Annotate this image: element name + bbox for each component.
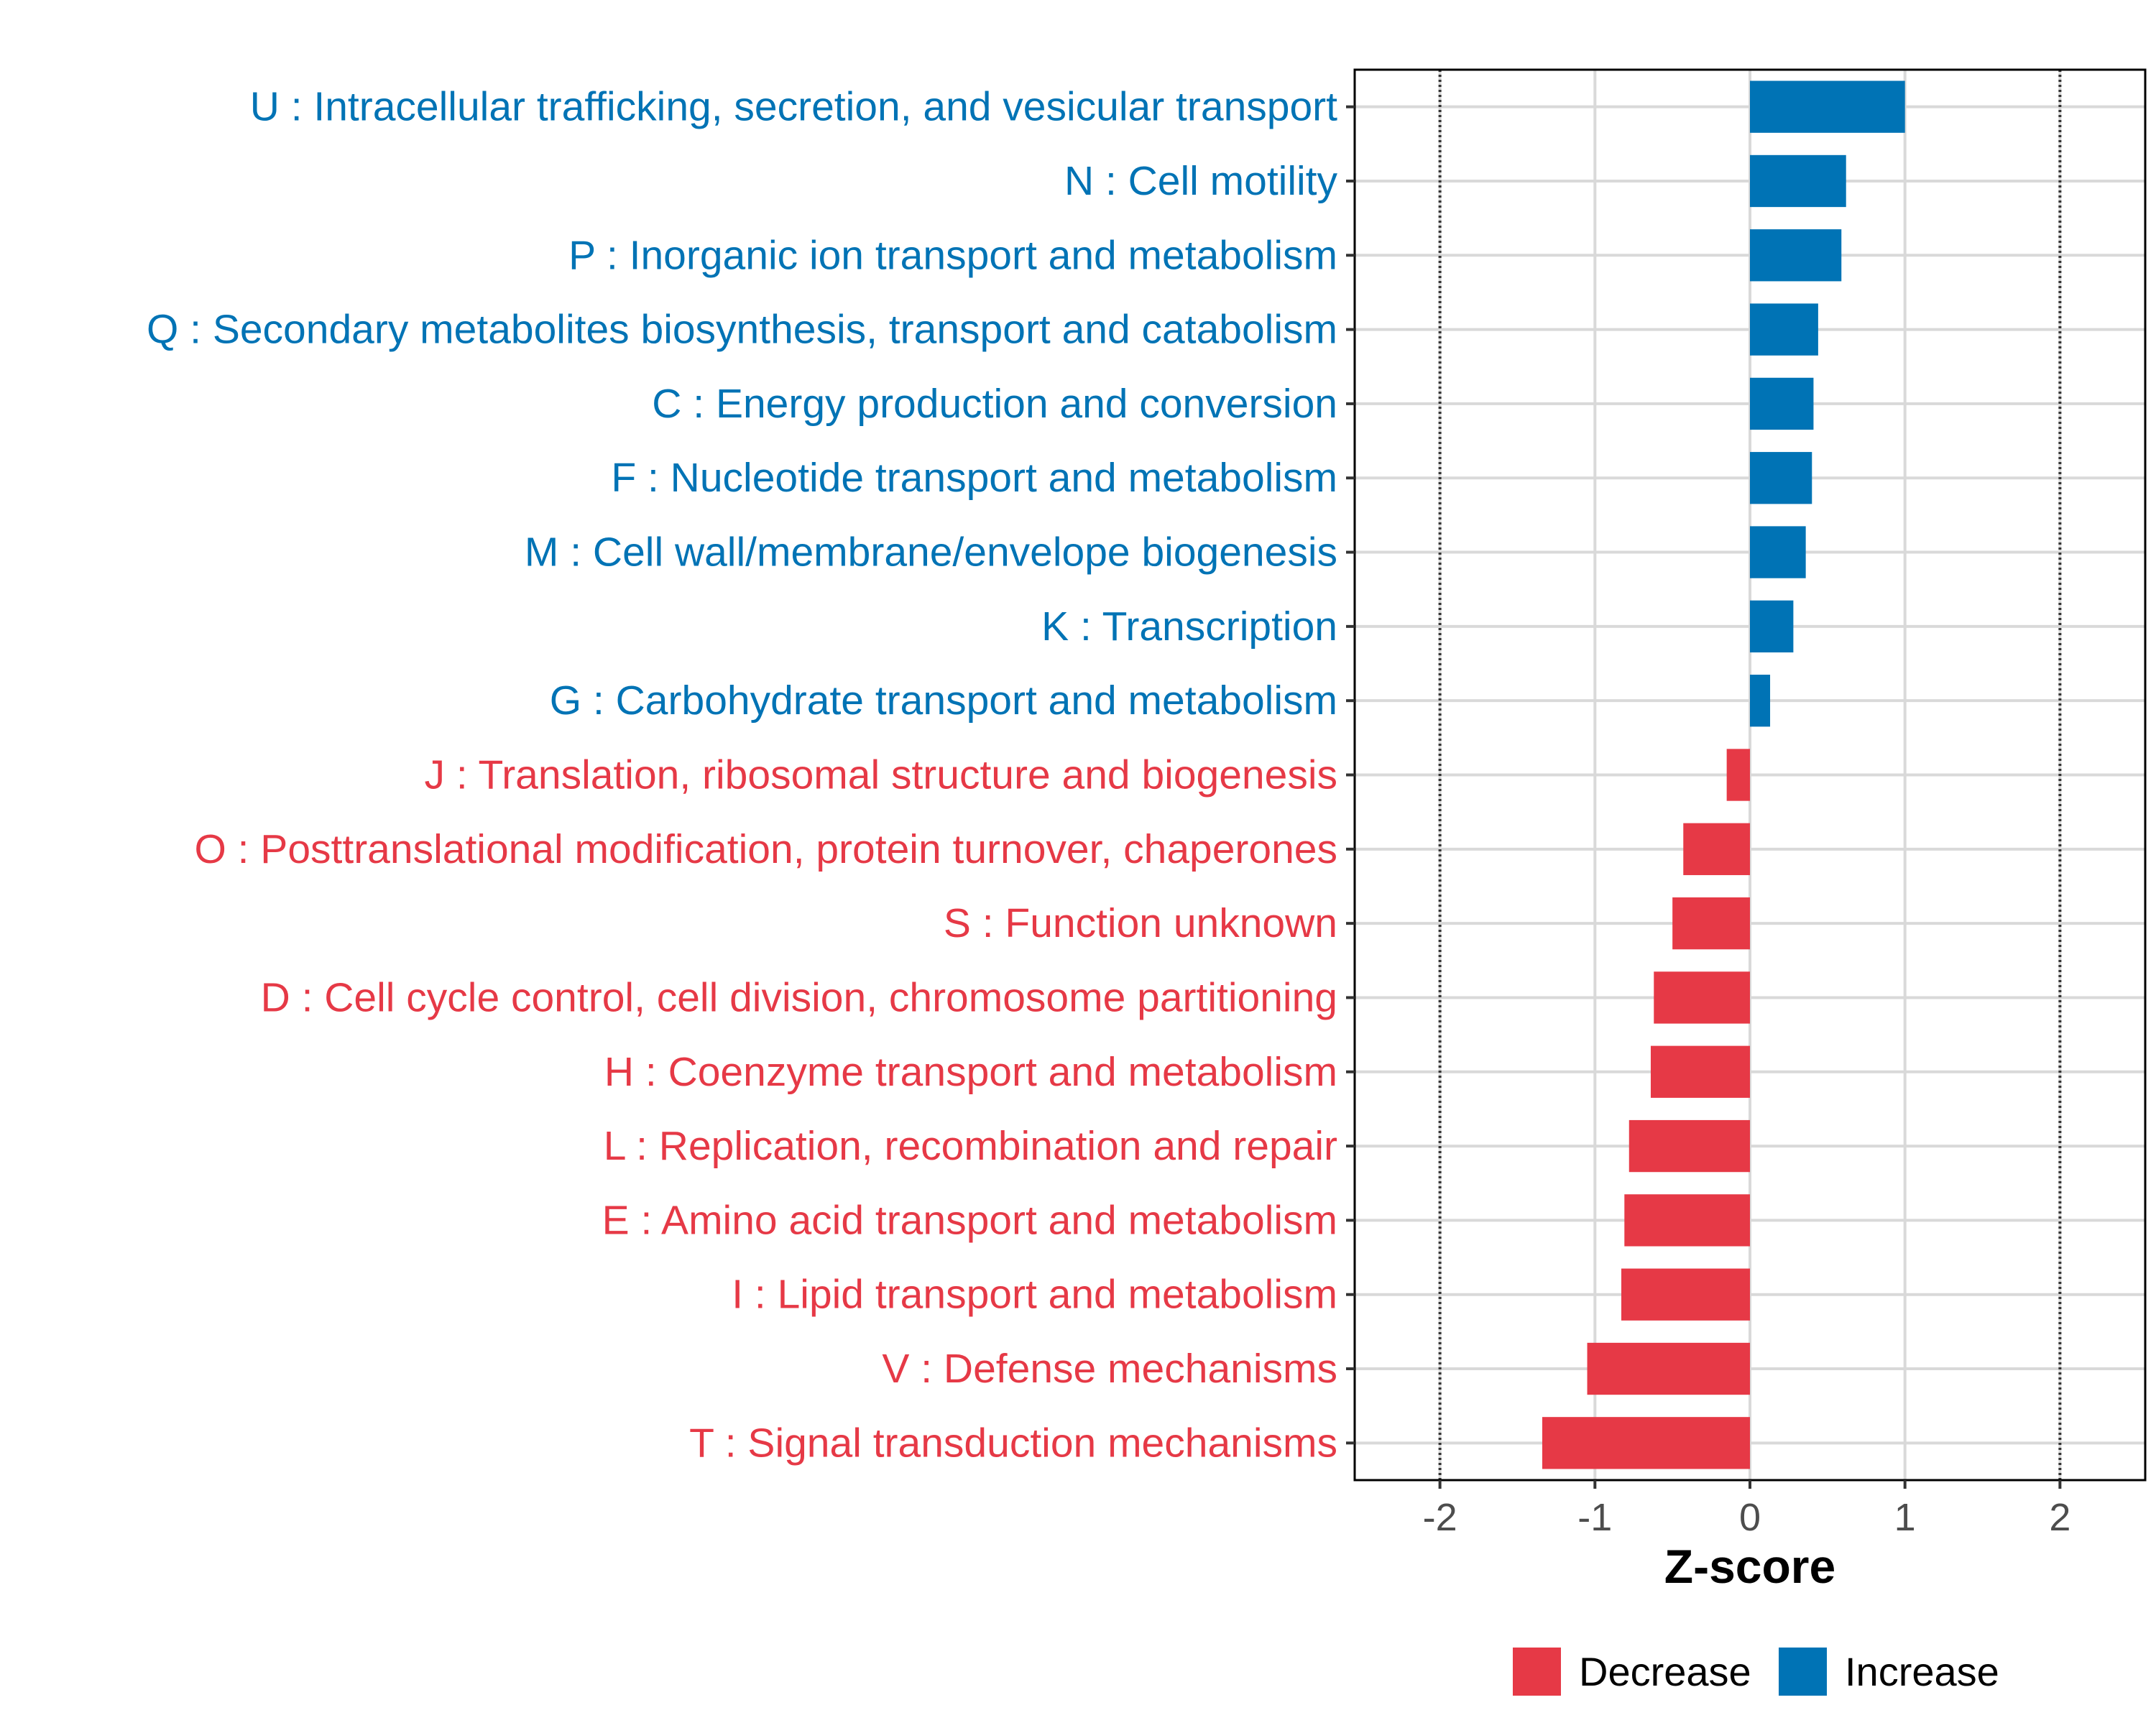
category-label: S : Function unknown — [944, 900, 1337, 946]
bar — [1726, 749, 1750, 801]
bar — [1750, 303, 1818, 356]
category-label: Q : Secondary metabolites biosynthesis, … — [147, 307, 1337, 353]
legend-label: Increase — [1845, 1649, 1999, 1694]
category-label: E : Amino acid transport and metabolism — [602, 1197, 1337, 1243]
category-label: J : Translation, ribosomal structure and… — [425, 752, 1337, 798]
category-label: K : Transcription — [1041, 604, 1337, 650]
bar — [1672, 897, 1750, 950]
category-label: G : Carbohydrate transport and metabolis… — [550, 678, 1337, 724]
category-label: P : Inorganic ion transport and metaboli… — [568, 232, 1337, 278]
category-label: D : Cell cycle control, cell division, c… — [261, 974, 1337, 1020]
category-label: C : Energy production and conversion — [652, 381, 1337, 427]
bar — [1587, 1342, 1750, 1395]
x-tick-label: 0 — [1739, 1496, 1761, 1539]
bar — [1750, 600, 1794, 653]
bar — [1624, 1194, 1750, 1247]
bar — [1628, 1119, 1750, 1173]
legend-swatch — [1513, 1648, 1561, 1696]
category-label: L : Replication, recombination and repai… — [604, 1123, 1337, 1169]
bar — [1650, 1045, 1750, 1098]
category-label: O : Posttranslational modification, prot… — [194, 826, 1337, 872]
category-label: I : Lipid transport and metabolism — [732, 1272, 1337, 1318]
bar — [1683, 823, 1750, 875]
x-tick-label: 1 — [1894, 1496, 1916, 1539]
bar — [1654, 971, 1750, 1024]
legend-label: Decrease — [1579, 1649, 1751, 1694]
category-label: F : Nucleotide transport and metabolism — [611, 455, 1337, 501]
bar — [1750, 229, 1842, 282]
x-tick-label: -1 — [1577, 1496, 1612, 1539]
bar — [1542, 1417, 1750, 1469]
bar — [1750, 154, 1846, 208]
bar — [1750, 377, 1814, 430]
category-label: M : Cell wall/membrane/envelope biogenes… — [525, 530, 1337, 576]
category-label: H : Coenzyme transport and metabolism — [604, 1049, 1337, 1095]
bar — [1750, 452, 1812, 504]
x-tick-label: 2 — [2049, 1496, 2070, 1539]
legend-swatch — [1779, 1648, 1827, 1696]
category-label: N : Cell motility — [1064, 158, 1338, 204]
bar — [1750, 80, 1905, 133]
category-label: V : Defense mechanisms — [882, 1346, 1337, 1392]
category-label: U : Intracellular trafficking, secretion… — [250, 84, 1337, 130]
bar — [1750, 675, 1771, 727]
x-tick-label: -2 — [1423, 1496, 1457, 1539]
bar — [1621, 1268, 1750, 1321]
x-axis-title: Z-score — [1664, 1540, 1835, 1593]
bar — [1750, 526, 1806, 578]
category-label: T : Signal transduction mechanisms — [689, 1420, 1337, 1466]
